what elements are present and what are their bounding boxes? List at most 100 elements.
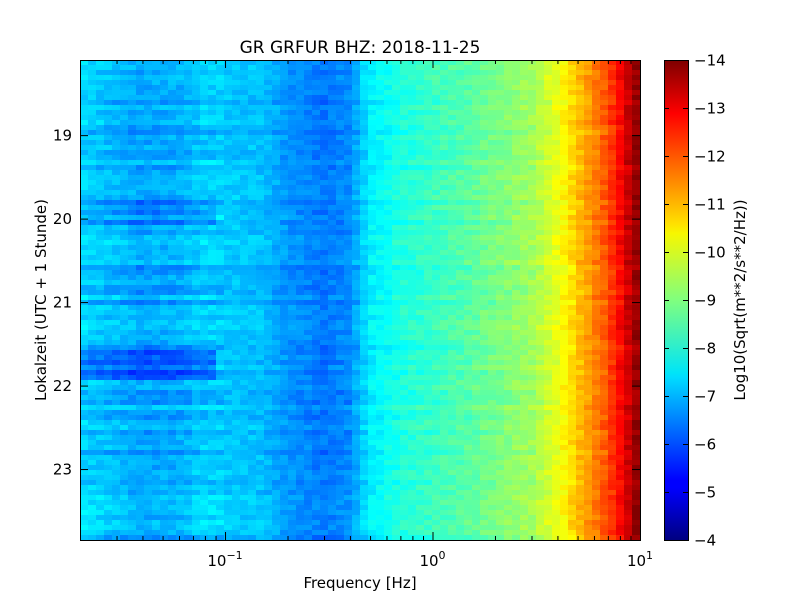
heatmap-cell [216,135,225,141]
heatmap-cell [192,250,201,256]
heatmap-cell [408,370,417,376]
heatmap-cell [256,305,265,311]
heatmap-cell [224,75,233,81]
heatmap-cell [592,335,601,341]
heatmap-cell [568,190,577,196]
heatmap-cell [184,280,193,286]
heatmap-cell [360,255,369,261]
heatmap-cell [632,215,641,221]
heatmap-cell [232,355,241,361]
heatmap-cell [160,390,169,396]
heatmap-cell [456,150,465,156]
heatmap-cell [632,95,641,101]
heatmap-cell [448,85,457,91]
heatmap-cell [488,345,497,351]
heatmap-cell [176,170,185,176]
heatmap-cell [224,65,233,71]
heatmap-cell [336,165,345,171]
heatmap-cell [120,395,129,401]
heatmap-cell [632,335,641,341]
heatmap-cell [368,60,377,66]
heatmap-cell [624,65,633,71]
heatmap-cell [168,295,177,301]
heatmap-cell [608,400,617,406]
heatmap-cell [200,160,209,166]
heatmap-cell [448,295,457,301]
heatmap-cell [480,320,489,326]
heatmap-cell [600,180,609,186]
heatmap-cell [544,315,553,321]
heatmap-cell [80,110,89,116]
heatmap-cell [352,180,361,186]
heatmap-cell [472,135,481,141]
heatmap-cell [480,90,489,96]
heatmap-cell [560,295,569,301]
heatmap-cell [232,370,241,376]
heatmap-cell [200,350,209,356]
heatmap-cell [168,305,177,311]
heatmap-cell [200,195,209,201]
heatmap-cell [192,60,201,66]
heatmap-cell [576,305,585,311]
heatmap-cell [344,220,353,226]
heatmap-cell [440,385,449,391]
heatmap-cell [552,190,561,196]
heatmap-cell [232,345,241,351]
heatmap-cell [480,230,489,236]
heatmap-cell [336,155,345,161]
heatmap-cell [512,270,521,276]
heatmap-cell [240,200,249,206]
heatmap-cell [464,355,473,361]
heatmap-cell [80,115,89,121]
heatmap-cell [192,170,201,176]
heatmap-cell [536,385,545,391]
heatmap-cell [336,235,345,241]
heatmap-cell [96,360,105,366]
heatmap-cell [528,250,537,256]
heatmap-cell [592,95,601,101]
heatmap-cell [176,265,185,271]
heatmap-cell [152,150,161,156]
heatmap-cell [400,200,409,206]
heatmap-cell [128,235,137,241]
heatmap-cell [136,365,145,371]
heatmap-cell [304,355,313,361]
heatmap-cell [512,155,521,161]
heatmap-cell [288,205,297,211]
heatmap-cell [568,100,577,106]
heatmap-cell [376,95,385,101]
heatmap-cell [608,270,617,276]
heatmap-cell [296,200,305,206]
heatmap-cell [168,360,177,366]
heatmap-cell [384,400,393,406]
heatmap-cell [592,295,601,301]
heatmap-cell [200,320,209,326]
heatmap-cell [504,280,513,286]
heatmap-cell [192,255,201,261]
heatmap-cell [136,180,145,186]
heatmap-cell [352,175,361,181]
heatmap-cell [512,350,521,356]
heatmap-cell [392,395,401,401]
heatmap-cell [232,85,241,91]
heatmap-cell [136,290,145,296]
heatmap-cell [408,280,417,286]
heatmap-cell [568,360,577,366]
heatmap-cell [120,100,129,106]
heatmap-cell [136,185,145,191]
heatmap-cell [568,365,577,371]
heatmap-cell [576,90,585,96]
heatmap-cell [352,230,361,236]
heatmap-cell [528,275,537,281]
heatmap-cell [248,185,257,191]
heatmap-cell [120,365,129,371]
heatmap-cell [464,75,473,81]
heatmap-cell [264,130,273,136]
heatmap-cell [528,225,537,231]
heatmap-cell [432,125,441,131]
heatmap-cell [472,120,481,126]
heatmap-cell [488,100,497,106]
heatmap-cell [408,365,417,371]
heatmap-cell [296,60,305,66]
heatmap-cell [576,245,585,251]
